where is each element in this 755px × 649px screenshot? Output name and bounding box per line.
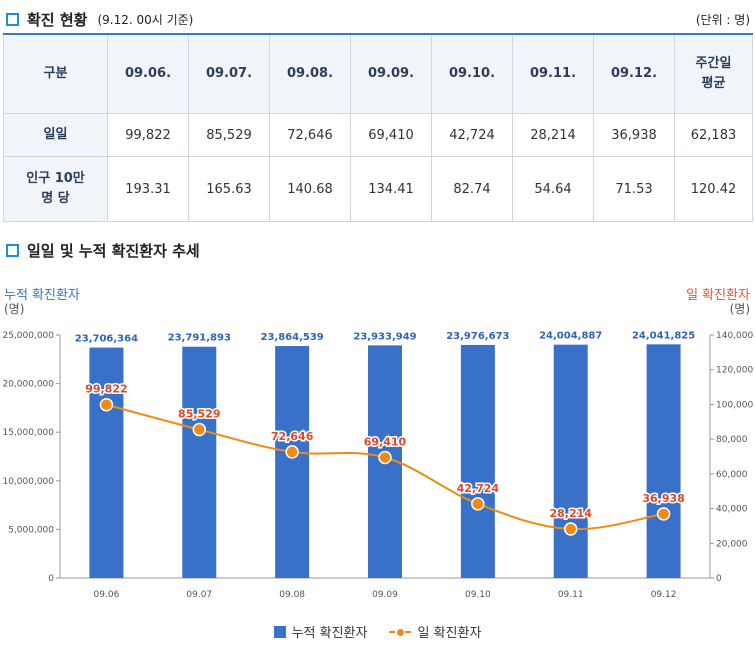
line-data-label: 36,938 (642, 492, 684, 505)
bar (553, 344, 588, 578)
right-tick-label: 40,000 (716, 505, 748, 515)
right-tick-label: 60,000 (716, 470, 748, 480)
right-tick-label: 120,000 (716, 366, 753, 376)
header-cell: 09.09. (350, 33, 432, 114)
line-point (656, 507, 671, 521)
table-cell: 82.74 (431, 156, 513, 222)
section-title: 확진 현황 (27, 11, 88, 29)
x-tick-label: 09.09 (372, 590, 398, 600)
table-row: 인구 10만 명 당 193.31 165.63 140.68 134.41 8… (3, 156, 753, 222)
line-data-label: 42,724 (457, 482, 500, 495)
legend-bar-swatch-icon (273, 625, 286, 638)
bar-data-label: 23,976,673 (446, 331, 509, 342)
x-tick-label: 09.07 (186, 590, 212, 600)
right-tick-label: 140,000 (716, 331, 753, 341)
legend-item-daily: 일 확진환자 (389, 622, 481, 641)
line-point (563, 522, 578, 536)
table-header-row: 구분 09.06. 09.07. 09.08. 09.09. 09.10. 09… (3, 33, 753, 114)
left-axis-unit: (명) (4, 302, 24, 316)
trend-chart: 누적 확진환자(명)일 확진환자(명)05,000,00010,000,0001… (2, 288, 753, 600)
left-tick-label: 5,000,000 (8, 525, 54, 535)
right-tick-label: 80,000 (716, 435, 748, 445)
line-point (285, 445, 299, 459)
table-cell: 120.42 (674, 156, 753, 222)
bar (182, 346, 217, 578)
section-subtitle: (9.12. 00시 기준) (97, 13, 194, 27)
header-cell: 구분 (3, 33, 108, 114)
right-axis-title: 일 확진환자 (686, 288, 750, 303)
table-cell: 140.68 (269, 156, 351, 222)
bar-data-label: 24,004,887 (539, 331, 602, 342)
right-tick-label: 20,000 (716, 539, 748, 549)
header-cell: 09.10. (431, 33, 513, 114)
table-cell: 36,938 (593, 113, 675, 157)
square-bullet-icon (6, 244, 19, 257)
bar-data-label: 23,933,949 (353, 331, 416, 342)
table-cell: 85,529 (188, 113, 270, 157)
square-bullet-icon (6, 13, 19, 26)
x-tick-label: 09.12 (651, 590, 677, 600)
table-cell: 72,646 (269, 113, 351, 157)
line-point (192, 422, 207, 437)
left-axis-title: 누적 확진환자 (4, 288, 80, 303)
line-data-label: 28,214 (549, 507, 592, 520)
row-label: 일일 (3, 113, 108, 157)
left-tick-label: 25,000,000 (2, 331, 54, 341)
header-cell: 09.08. (269, 33, 351, 114)
legend-item-cumulative: 누적 확진환자 (273, 622, 368, 641)
unit-label: (단위 : 명) (695, 13, 750, 27)
line-point (378, 450, 392, 465)
right-tick-label: 100,000 (716, 400, 753, 410)
x-tick-label: 09.10 (465, 590, 491, 600)
status-table: 구분 09.06. 09.07. 09.08. 09.09. 09.10. 09… (3, 33, 753, 222)
line-data-label: 85,529 (178, 408, 220, 421)
section-title: 일일 및 누적 확진환자 추세 (27, 242, 200, 260)
right-axis-unit: (명) (730, 302, 750, 316)
table-cell: 69,410 (350, 113, 432, 157)
line-data-label: 69,410 (364, 436, 407, 449)
table-row: 일일 99,822 85,529 72,646 69,410 42,724 28… (3, 113, 753, 157)
header-cell: 09.06. (107, 33, 189, 114)
bar (275, 346, 310, 578)
x-tick-label: 09.08 (279, 590, 305, 600)
header-cell: 09.07. (188, 33, 270, 114)
x-tick-label: 09.11 (558, 590, 584, 600)
table-cell: 71.53 (593, 156, 675, 222)
left-tick-label: 20,000,000 (2, 380, 54, 390)
line-point (99, 397, 114, 412)
header-cell: 주간일 평균 (674, 33, 753, 114)
table-cell: 54.64 (512, 156, 594, 222)
bar-data-label: 23,864,539 (261, 332, 324, 343)
left-tick-label: 10,000,000 (2, 477, 54, 487)
line-data-label: 99,822 (85, 383, 127, 396)
header-cell: 09.12. (593, 33, 675, 114)
left-tick-label: 0 (48, 574, 54, 584)
bar-data-label: 23,706,364 (75, 334, 138, 345)
table-cell: 99,822 (107, 113, 189, 157)
table-cell: 193.31 (107, 156, 189, 222)
bar-data-label: 24,041,825 (632, 330, 695, 341)
legend-label: 일 확진환자 (417, 626, 482, 641)
legend-line-marker-icon (389, 626, 412, 638)
bar (646, 344, 681, 578)
legend-label: 누적 확진환자 (291, 626, 368, 641)
x-tick-label: 09.06 (94, 590, 120, 600)
chart-legend: 누적 확진환자 일 확진환자 (0, 622, 755, 641)
row-label: 인구 10만 명 당 (3, 156, 108, 222)
table-cell: 165.63 (188, 156, 270, 222)
section-trend-title: 일일 및 누적 확진환자 추세 (6, 240, 200, 261)
table-cell: 42,724 (431, 113, 513, 157)
table-cell: 134.41 (350, 156, 432, 222)
table-cell: 28,214 (512, 113, 594, 157)
line-data-label: 72,646 (271, 430, 314, 443)
left-tick-label: 15,000,000 (2, 428, 54, 438)
line-point (471, 497, 485, 511)
header-cell: 09.11. (512, 33, 594, 114)
bar-data-label: 23,791,893 (168, 333, 231, 344)
bar (460, 344, 495, 578)
section-status-title: 확진 현황 (9.12. 00시 기준) (6, 9, 193, 30)
table-cell: 62,183 (674, 113, 753, 157)
right-tick-label: 0 (716, 574, 722, 584)
bar (89, 347, 124, 578)
